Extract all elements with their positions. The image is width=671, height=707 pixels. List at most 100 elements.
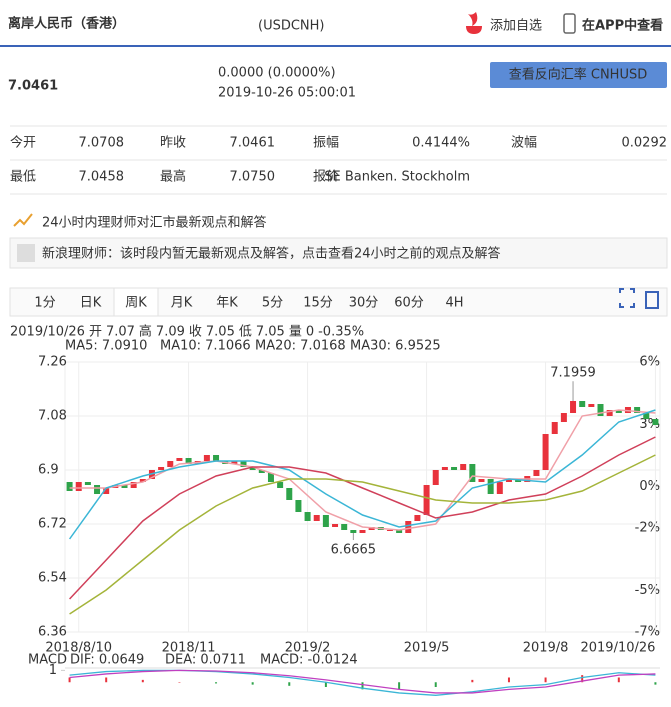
macd-bar [581,675,584,683]
tab[interactable]: 1分 [34,296,55,311]
candle [240,461,247,467]
candle [423,485,430,515]
high-label: 7.1959 [550,366,596,381]
y2-tick-label: -7% [635,625,660,640]
action[interactable]: 添加自选 [490,19,542,34]
tab[interactable]: 周K [125,296,147,311]
action[interactable]: 在APP中查看 [582,18,663,34]
y-tick-label: 6.36 [38,625,67,640]
notice-title[interactable]: 24小时内理财师对汇市最新观点和解答 [42,215,267,231]
stat-label: 报价 [313,170,339,185]
page-title: 离岸人民币（香港） [8,16,125,32]
info-item: 收 [189,325,202,340]
tab[interactable]: 60分 [394,296,424,311]
stat-label: 振幅 [313,136,339,151]
macd-bar [398,682,401,690]
y-tick-label: 7.26 [38,355,67,370]
legend-item: MA5: 7.0910 [65,339,147,354]
candle [386,530,393,531]
candle [121,485,128,488]
macd-title: MACD [28,653,67,668]
stat-value: 7.0708 [79,136,125,151]
layout-icon[interactable] [645,291,659,309]
fire-icon [466,12,482,34]
candle [185,458,192,464]
candle [130,482,137,488]
stat-value: SE Banken. Stockholm [324,170,470,185]
tab[interactable]: 15分 [303,296,333,311]
macd-bar [654,682,657,685]
candle [652,419,659,425]
x-tick-label: 2018/11 [162,641,216,656]
candle [139,479,146,482]
candle [322,515,329,527]
candle [542,434,549,470]
y-tick-label: 7.08 [38,409,67,424]
x-tick-label: 2019/8 [523,641,569,656]
candle [432,470,439,485]
timestamp: 2019-10-26 05:00:01 [218,86,356,101]
candle [75,482,82,491]
candle [332,524,339,527]
candle [441,467,448,470]
x-tick-label: 2019/10/26 [580,641,655,656]
info-item: -0.35% [318,325,364,340]
fullscreen-icon[interactable] [619,288,635,308]
macd-bar [251,682,254,685]
candle [341,524,348,530]
x-tick-label: 2018/8/10 [45,641,112,656]
candle [560,413,567,422]
stat-value: 0.4144% [412,136,470,151]
candle [231,461,238,464]
macd-bar [361,682,364,690]
candle [451,467,458,470]
candle [551,422,558,434]
info-item: 7.09 [156,325,185,340]
stat-value: 7.0750 [230,170,276,185]
tab[interactable]: 4H [445,296,463,311]
reverse-button[interactable] [490,62,667,88]
legend-item: MA20: 7.0168 [255,339,346,354]
y2-tick-label: 6% [639,355,660,370]
ma-line [69,436,656,600]
tab[interactable]: 日K [80,296,102,311]
candle [286,488,293,500]
macd-bar [215,682,218,684]
ma-line [69,454,656,615]
tab-bar [9,287,668,317]
tab[interactable]: 月K [171,296,193,311]
macd-label: DEA: 0.0711 [165,653,246,668]
macd-bar [434,682,437,687]
candle [295,500,302,512]
macd-bar [507,677,510,683]
tab[interactable]: 30分 [349,296,379,311]
legend-item: MA10: 7.1066 [160,339,251,354]
candle [249,467,256,470]
notice-text[interactable]: 新浪理财师：该时段内暂无最新观点及解答，点击查看24小时之前的观点及解答 [42,246,501,262]
stat-label: 昨收 [160,136,186,151]
tab[interactable]: 5分 [262,296,283,311]
symbol-code: (USDCNH) [258,19,325,34]
change: 0.0000 (0.0000%) [218,66,336,81]
candle [405,521,412,533]
macd-label: DIF: 0.0649 [70,653,144,668]
low-label: 6.6665 [331,543,377,558]
tab[interactable]: 年K [216,296,238,311]
notice-box [9,237,668,269]
stat-label: 最低 [10,170,36,185]
phone-icon [563,13,576,34]
macd-bar [324,682,327,687]
candle [460,464,467,470]
x-tick-label: 2019/2 [285,641,331,656]
candle [533,470,540,476]
macd-bar [617,677,620,683]
x-tick-label: 2019/5 [404,641,450,656]
candle [167,461,174,467]
avatar [17,244,35,262]
candle [213,455,220,461]
candle [304,512,311,521]
button-label[interactable]: 查看反向汇率 CNHUSD [509,67,648,83]
candle [505,479,512,482]
candle [615,410,622,413]
info-item: 0 [306,325,314,340]
